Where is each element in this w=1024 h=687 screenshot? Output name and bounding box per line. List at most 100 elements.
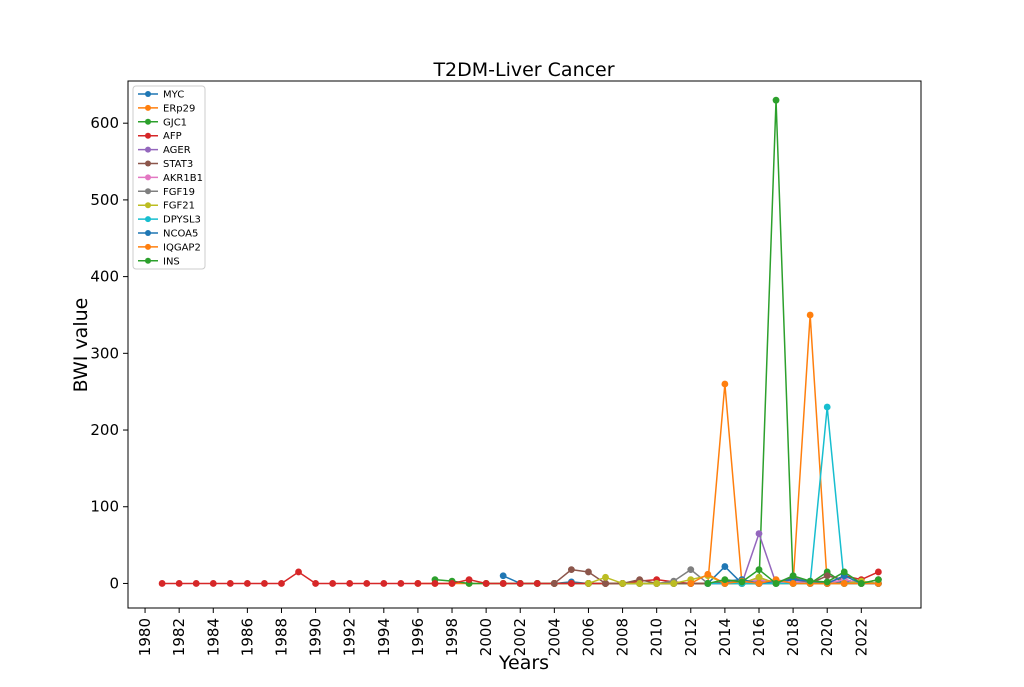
data-point-fgf21 — [670, 580, 678, 587]
legend-swatch-marker — [145, 160, 151, 167]
data-point-iqgap2 — [755, 580, 763, 587]
x-tick-label: 2022 — [852, 618, 870, 656]
y-axis-title: BWI value — [70, 298, 92, 393]
x-tick-label: 2000 — [477, 618, 495, 656]
data-point-afp — [346, 580, 354, 587]
legend-item-fgf21: FGF21 — [138, 201, 195, 212]
data-point-ins — [823, 578, 831, 586]
data-point-afp — [448, 580, 456, 587]
data-point-afp — [874, 568, 882, 576]
series-line-ncoa5 — [724, 575, 879, 585]
x-tick-label: 1990 — [307, 618, 325, 656]
data-point-afp — [158, 580, 166, 587]
data-point-afp — [414, 580, 422, 587]
legend-swatch-marker — [145, 243, 151, 250]
legend-item-dpysl3: DPYSL3 — [138, 215, 201, 226]
data-point-myc — [499, 572, 507, 580]
x-tick-label: 1982 — [170, 618, 188, 656]
legend-label: GJC1 — [163, 117, 187, 128]
legend-label: FGF21 — [163, 201, 195, 212]
data-point-stat3 — [550, 580, 558, 587]
legend: MYC ERp29 GJC1 AFP AGER STAT3 AKR1B1 FGF19 FGF21… — [132, 85, 206, 270]
x-tick-label: 1992 — [341, 618, 359, 656]
data-point-iqgap2 — [789, 580, 797, 587]
data-point-ins — [874, 576, 882, 584]
data-point-afp — [431, 580, 439, 587]
y-tick-label: 300 — [90, 344, 119, 362]
x-tick-label: 2014 — [716, 618, 734, 656]
legend-swatch-marker — [145, 202, 151, 209]
data-point-gjc1 — [772, 96, 780, 104]
legend-label: NCOA5 — [163, 229, 198, 240]
data-point-ins — [704, 580, 712, 587]
data-point-afp — [329, 580, 337, 587]
data-point-afp — [363, 580, 371, 587]
legend-item-iqgap2: IQGAP2 — [138, 242, 201, 253]
data-point-afp — [499, 580, 507, 587]
x-tick-label: 2018 — [784, 618, 802, 656]
data-point-afp — [226, 580, 234, 587]
x-tick-label: 1980 — [136, 618, 154, 656]
legend-swatch-marker — [145, 118, 151, 125]
legend-swatch-marker — [145, 188, 151, 195]
plot-frame — [127, 80, 922, 609]
data-point-ins — [721, 576, 729, 584]
legend-swatch-marker — [145, 132, 151, 139]
legend-swatch-marker — [145, 257, 151, 264]
data-point-ins — [772, 580, 780, 587]
data-point-afp — [482, 580, 490, 587]
legend-item-gjc1: GJC1 — [138, 117, 187, 128]
data-point-ins — [738, 578, 746, 586]
data-point-stat3 — [568, 566, 575, 574]
legend-item-ins: INS — [138, 256, 180, 267]
data-point-fgf21 — [585, 580, 592, 587]
legend-label: MYC — [163, 90, 184, 101]
x-tick-label: 2004 — [545, 618, 563, 656]
x-tick-label: 2008 — [614, 618, 632, 656]
x-tick-label: 2002 — [511, 618, 529, 656]
legend-label: STAT3 — [163, 159, 193, 170]
y-tick-label: 600 — [90, 114, 119, 132]
legend-frame — [132, 85, 206, 270]
chart-title: T2DM-Liver Cancer — [432, 59, 614, 81]
legend-label: DPYSL3 — [163, 215, 201, 226]
data-point-afp — [516, 580, 524, 587]
legend-item-ncoa5: NCOA5 — [138, 229, 198, 240]
data-point-stat3 — [823, 572, 831, 580]
legend-label: FGF19 — [163, 187, 195, 198]
x-tick-label: 2012 — [682, 618, 700, 656]
y-axis: 0 100 200 300 400 500 600 — [90, 114, 128, 592]
x-tick-label: 2020 — [818, 618, 836, 656]
legend-item-fgf19: FGF19 — [138, 187, 195, 198]
x-tick-label: 1986 — [238, 618, 256, 656]
data-point-afp — [278, 580, 285, 587]
data-point-fgf21 — [636, 580, 644, 587]
y-tick-label: 0 — [109, 574, 119, 592]
data-point-erp29 — [806, 311, 814, 319]
legend-swatch-marker — [145, 230, 151, 236]
x-tick-label: 1996 — [409, 618, 427, 656]
data-point-afp — [295, 568, 302, 576]
data-point-fgf21 — [619, 580, 626, 587]
data-point-afp — [192, 580, 200, 587]
legend-swatch-marker — [145, 146, 151, 153]
series-ins — [704, 566, 882, 587]
data-point-afp — [465, 576, 473, 584]
data-point-iqgap2 — [840, 580, 848, 587]
x-tick-label: 2016 — [750, 618, 768, 656]
data-point-iqgap2 — [687, 580, 695, 587]
legend-swatch-marker — [145, 174, 151, 181]
data-point-iqgap2 — [704, 570, 712, 578]
x-tick-label: 1984 — [204, 618, 222, 656]
legend-label: IQGAP2 — [163, 242, 201, 253]
x-tick-label: 1994 — [375, 618, 393, 656]
legend-label: ERp29 — [163, 103, 195, 114]
data-point-fgf19 — [687, 566, 695, 574]
legend-label: AKR1B1 — [163, 173, 203, 184]
y-tick-label: 400 — [90, 268, 119, 286]
data-point-afp — [261, 580, 268, 587]
x-tick-label: 2006 — [579, 618, 597, 656]
data-point-afp — [243, 580, 251, 587]
data-point-erp29 — [721, 380, 729, 388]
